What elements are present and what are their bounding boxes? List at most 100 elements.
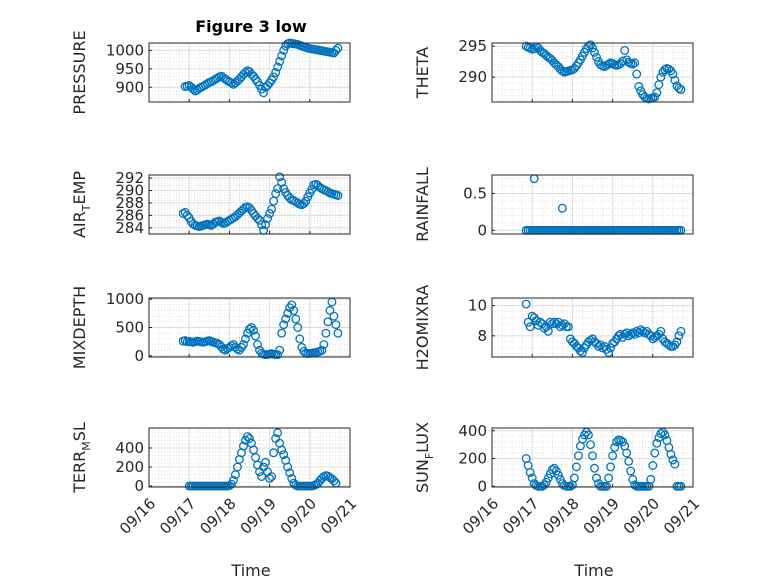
y-tick-label: 290 (115, 182, 144, 200)
data-point (257, 472, 267, 481)
y-axis-label: PRESSURE (70, 30, 89, 114)
data-point (569, 473, 579, 483)
data-point (275, 345, 285, 355)
data-point (553, 470, 563, 480)
y-tick-label: 284 (115, 219, 144, 237)
data-point (555, 474, 565, 484)
y-axis-label-tail: LUX (413, 422, 432, 453)
data-point (563, 322, 573, 332)
data-point (588, 43, 597, 53)
data-point (676, 481, 686, 491)
x-tick-label: 09/18 (539, 495, 582, 538)
data-point (549, 317, 559, 327)
data-point (525, 467, 535, 477)
y-axis-label-main: MIXDEPTH (70, 286, 89, 369)
data-point (668, 455, 678, 465)
y-axis-label-main: PRESSURE (70, 30, 89, 114)
data-point (606, 462, 616, 472)
y-axis-label: SUNFLUX (413, 422, 436, 493)
data-point (253, 214, 262, 223)
data-point (331, 45, 341, 55)
axes-box (491, 174, 694, 235)
subplot-5: 0 500 1000 MIXDEPTH (70, 286, 351, 369)
axes-box (148, 297, 351, 358)
y-axis-label: H2OMIXRA (413, 285, 432, 371)
y-axis-label-subscript: T (80, 204, 93, 212)
data-point (279, 45, 289, 55)
x-tick-label: 09/17 (499, 495, 542, 538)
data-point (333, 43, 343, 53)
y-tick-label: 0 (477, 221, 487, 239)
data-point (333, 191, 343, 200)
data-point (275, 172, 285, 182)
data-point (652, 88, 662, 98)
data-point (676, 85, 686, 95)
axes-box (148, 42, 351, 103)
data-point (650, 92, 660, 102)
data-point (263, 214, 273, 223)
data-point (624, 456, 634, 466)
data-point (628, 59, 638, 69)
x-axis-label-right: Time (573, 561, 613, 580)
data-point (301, 196, 311, 206)
y-axis-label: MIXDEPTH (70, 286, 89, 369)
data-point (539, 480, 549, 490)
data-point (243, 432, 252, 442)
y-axis-label-main: THETA (413, 47, 432, 99)
x-tick-label: 09/17 (156, 495, 199, 538)
data-point (656, 429, 666, 439)
data-point (606, 343, 616, 353)
data-point (267, 472, 277, 481)
data-point (614, 331, 624, 341)
data-point (618, 437, 628, 447)
data-point (557, 320, 567, 330)
data-point (261, 220, 271, 230)
data-point (676, 326, 686, 336)
data-point (523, 317, 533, 327)
data-point (267, 204, 277, 214)
data-point (541, 477, 551, 487)
data-point (249, 325, 258, 335)
y-axis-label: THETA (413, 47, 432, 99)
data-point (275, 56, 285, 66)
figure-title: Figure 3 low (195, 17, 307, 36)
data-point (521, 299, 531, 309)
axes-box (491, 42, 694, 103)
data-point (604, 348, 614, 357)
data-point (660, 65, 670, 75)
data-point (620, 329, 630, 339)
data-point (612, 437, 622, 447)
data-point (674, 331, 684, 341)
data-point (245, 434, 254, 443)
data-point (602, 481, 612, 491)
data-point (632, 326, 642, 336)
data-point (660, 430, 670, 440)
data-point (578, 434, 587, 444)
y-tick-label: 500 (115, 319, 144, 337)
y-axis-label-subscript: M (80, 441, 93, 451)
data-point (594, 341, 603, 351)
data-point (321, 328, 331, 338)
y-tick-label: 400 (115, 439, 144, 457)
data-point (277, 445, 287, 455)
x-tick-label: 09/21 (317, 495, 360, 538)
x-tick-label: 09/19 (237, 495, 280, 538)
data-point (551, 466, 561, 476)
data-point (628, 474, 638, 484)
data-point (331, 320, 341, 330)
data-point (608, 451, 618, 461)
data-point (622, 448, 632, 458)
data-point (273, 428, 283, 438)
data-point (273, 184, 283, 194)
data-point (287, 473, 297, 483)
data-point (333, 328, 343, 338)
y-tick-label: 286 (115, 206, 144, 224)
data-point (672, 337, 682, 347)
y-axis-label-tail: SL (70, 422, 89, 441)
data-point (253, 340, 262, 349)
data-point (285, 468, 295, 478)
